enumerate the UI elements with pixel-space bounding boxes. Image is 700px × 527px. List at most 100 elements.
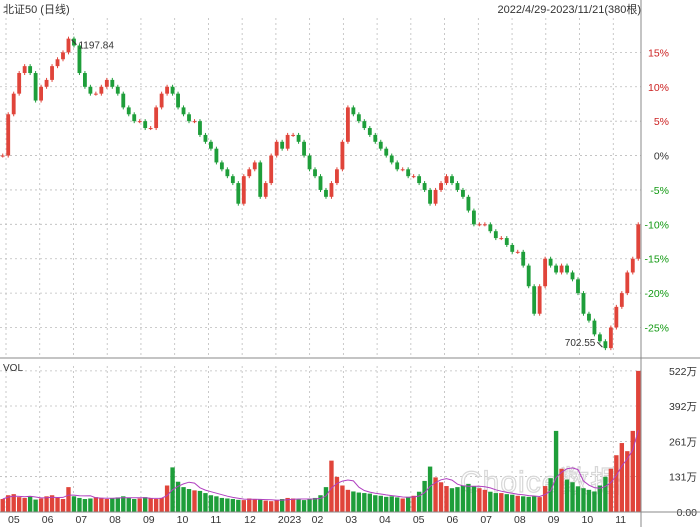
- x-tick-label: 05: [413, 514, 425, 526]
- volume-bar: [121, 496, 126, 512]
- price-candle: [291, 134, 296, 136]
- volume-bar: [22, 497, 27, 512]
- volume-bar: [230, 499, 236, 512]
- price-candle: [543, 258, 548, 287]
- price-candle: [548, 258, 553, 266]
- volume-bar: [236, 499, 241, 512]
- price-candle: [39, 86, 44, 101]
- price-candle: [417, 176, 422, 184]
- price-candle: [389, 155, 394, 163]
- price-candle: [597, 334, 602, 342]
- volume-bar: [274, 500, 279, 512]
- volume-bar: [603, 476, 608, 512]
- volume-bar: [460, 485, 466, 512]
- price-candle: [587, 313, 591, 321]
- price-candle: [214, 148, 219, 163]
- high-marker: [71, 39, 77, 45]
- price-candle: [636, 224, 641, 259]
- volume-bar: [526, 496, 531, 512]
- volume-bar: [197, 490, 203, 512]
- price-candle: [198, 121, 202, 135]
- volume-bar: [27, 496, 33, 512]
- volume-bar: [482, 489, 488, 512]
- price-candle: [532, 286, 537, 314]
- price-tick-label: -5%: [650, 185, 669, 197]
- price-candle: [148, 128, 153, 130]
- price-candle: [33, 73, 38, 101]
- price-candle: [493, 231, 498, 239]
- x-tick-label: 12: [244, 514, 256, 526]
- price-candle: [143, 121, 148, 129]
- volume-bar: [164, 485, 170, 512]
- volume-bar: [581, 488, 586, 512]
- price-candle: [526, 265, 531, 287]
- volume-bar: [471, 486, 477, 512]
- x-tick-label: 05: [8, 514, 20, 526]
- price-candle: [488, 224, 493, 232]
- price-series-layer: 1197.84 702.55: [0, 36, 641, 351]
- volume-bar: [438, 482, 444, 512]
- price-candle: [6, 114, 11, 156]
- price-candle: [367, 128, 372, 135]
- price-candle: [28, 66, 33, 74]
- price-candle: [510, 244, 515, 252]
- price-candle: [181, 107, 186, 115]
- price-candle: [461, 189, 465, 197]
- volume-bar: [225, 498, 230, 512]
- price-candle: [126, 107, 131, 115]
- price-candle: [307, 155, 312, 170]
- volume-bar: [510, 494, 515, 512]
- volume-bar: [186, 489, 192, 512]
- x-tick-label: 06: [42, 514, 54, 526]
- volume-bar: [378, 495, 383, 512]
- volume-bar: [137, 498, 142, 512]
- volume-bar: [416, 491, 422, 512]
- volume-bar: [334, 476, 340, 512]
- x-tick-label: 11: [210, 514, 221, 526]
- price-candle: [285, 134, 290, 149]
- volume-bar: [329, 460, 334, 512]
- price-candle: [0, 155, 5, 157]
- volume-tick-label: 522万: [669, 366, 697, 378]
- x-tick-label: 10: [582, 514, 594, 526]
- volume-bar: [373, 495, 378, 512]
- price-candle: [340, 141, 345, 170]
- price-candle: [614, 306, 619, 328]
- volume-bar: [636, 370, 641, 512]
- price-candle: [154, 107, 159, 129]
- x-tick-label: 03: [345, 514, 357, 526]
- volume-bar: [301, 500, 307, 512]
- volume-bar: [405, 496, 411, 512]
- volume-bar: [608, 468, 614, 512]
- volume-bar: [323, 487, 329, 512]
- price-candle: [318, 176, 323, 190]
- volume-bar: [296, 499, 301, 512]
- price-candle: [603, 341, 608, 349]
- volume-bar: [493, 493, 499, 512]
- volume-bar: [619, 443, 625, 512]
- price-candle: [121, 93, 126, 108]
- high-annotation: 1197.84: [78, 41, 114, 52]
- volume-bar: [515, 495, 520, 512]
- price-candle: [439, 183, 443, 190]
- price-candle: [466, 196, 471, 211]
- volume-bar: [60, 499, 66, 512]
- volume-bar: [362, 493, 367, 512]
- volume-bar: [0, 499, 5, 512]
- price-candle: [252, 162, 257, 170]
- price-candle: [433, 189, 438, 204]
- x-tick-label: 07: [75, 514, 87, 526]
- volume-bar: [389, 496, 394, 512]
- price-candle: [99, 86, 104, 94]
- price-candle: [83, 73, 87, 87]
- price-candle: [44, 79, 49, 87]
- price-candle: [356, 114, 361, 122]
- volume-bar: [203, 493, 208, 512]
- volume-bar: [455, 487, 460, 512]
- price-candle: [422, 183, 427, 190]
- price-candle: [302, 141, 306, 156]
- price-candle: [203, 134, 208, 142]
- price-candle: [170, 86, 175, 94]
- price-candle: [11, 93, 16, 115]
